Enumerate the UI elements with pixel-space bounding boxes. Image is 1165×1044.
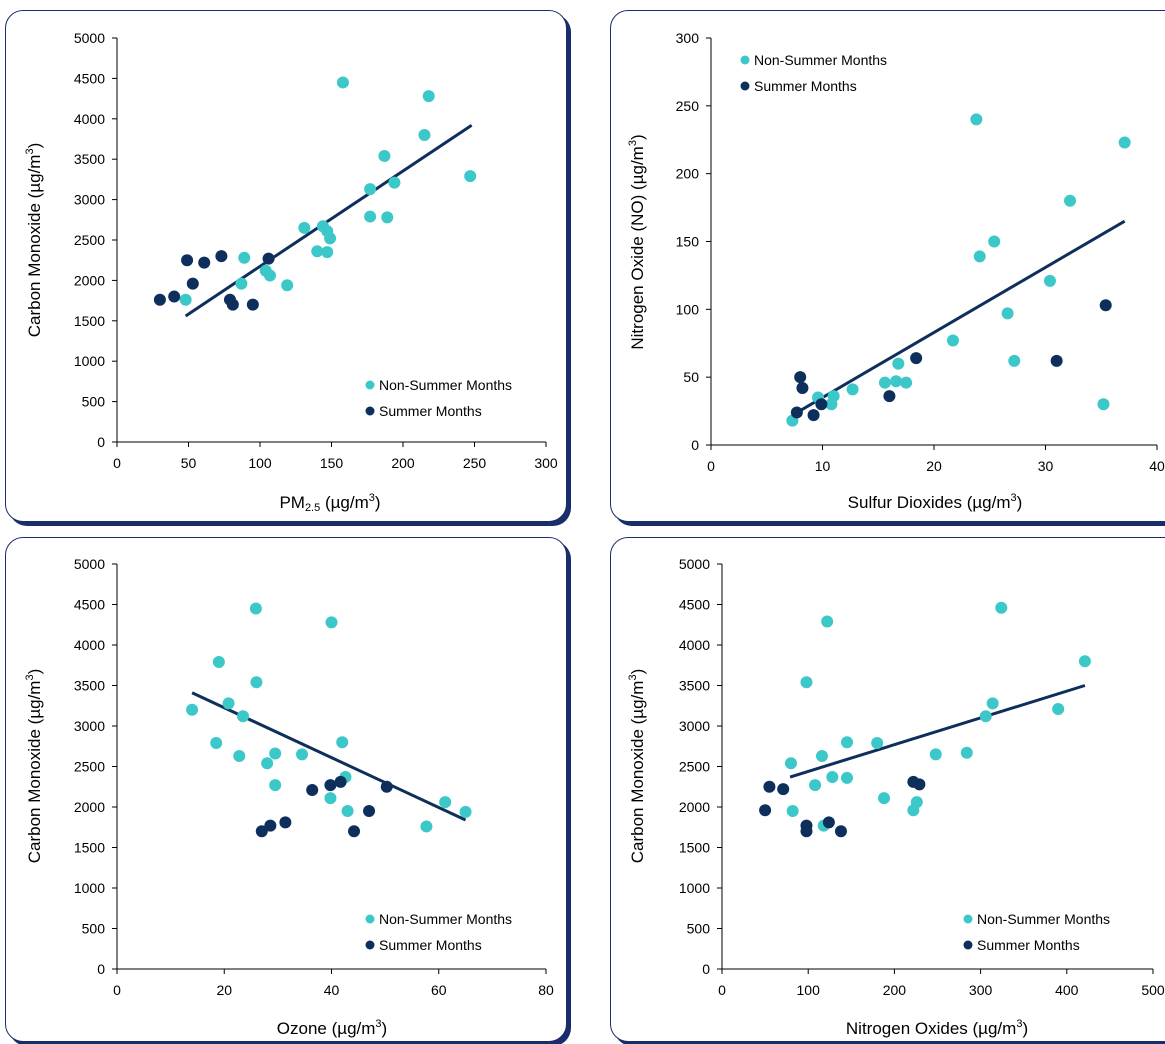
chart-panel-pm25-co	[5, 10, 567, 522]
chart-panel-ozone-co	[5, 537, 567, 1042]
chart-panel-nox-co	[610, 537, 1165, 1042]
chart-panel-so2-no	[610, 10, 1165, 522]
